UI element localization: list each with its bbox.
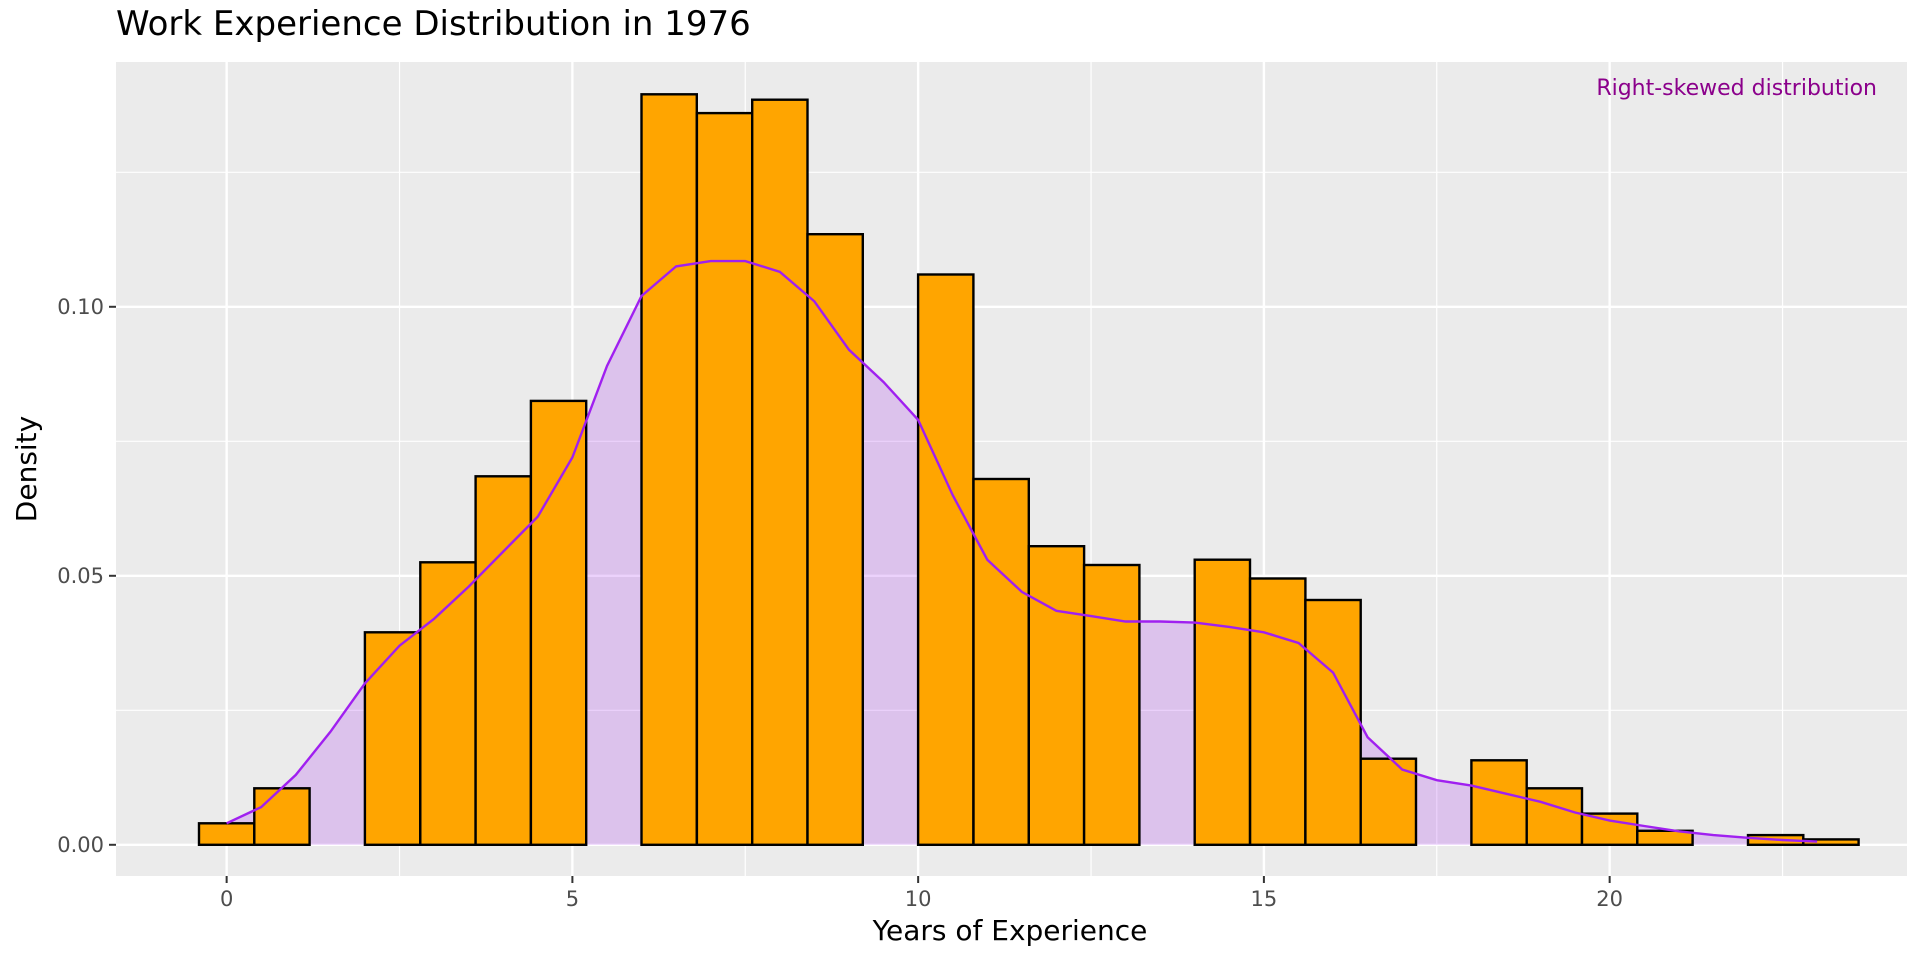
x-tick-label: 0 bbox=[220, 887, 233, 911]
histogram-bar bbox=[806, 232, 864, 846]
x-tick-label: 15 bbox=[1251, 887, 1278, 911]
x-axis: 0 5 10 15 20 bbox=[220, 876, 1623, 911]
density-curve bbox=[226, 259, 1818, 843]
histogram-bar bbox=[751, 98, 809, 846]
histogram-bar bbox=[916, 273, 975, 846]
y-tick-label: 0.00 bbox=[57, 833, 104, 857]
y-tick-label: 0.05 bbox=[57, 564, 104, 588]
histogram-bar bbox=[1027, 545, 1086, 847]
histogram-bar bbox=[695, 111, 754, 847]
histogram-bar bbox=[529, 399, 588, 846]
annotation-label: Right-skewed distribution bbox=[1596, 76, 1877, 101]
density-line-layer bbox=[226, 259, 1818, 843]
chart-title: Work Experience Distribution in 1976 bbox=[116, 4, 751, 44]
histogram-bar bbox=[474, 475, 533, 846]
y-tick-label: 0.10 bbox=[57, 295, 104, 319]
histogram-bar bbox=[1082, 563, 1141, 846]
y-axis: 0.00 0.05 0.10 bbox=[57, 295, 116, 857]
x-tick-label: 20 bbox=[1596, 887, 1623, 911]
histogram-bar bbox=[972, 477, 1030, 846]
histogram-bar bbox=[1580, 812, 1639, 846]
histogram-bar bbox=[1193, 558, 1252, 847]
histogram-bar bbox=[1470, 759, 1528, 846]
histogram-bar bbox=[1304, 598, 1362, 847]
x-tick-label: 10 bbox=[905, 887, 932, 911]
density-area bbox=[226, 261, 1818, 845]
histogram-bar bbox=[1525, 787, 1584, 846]
histogram-bar bbox=[197, 822, 256, 846]
histogram-bar bbox=[1248, 577, 1307, 846]
x-axis-title: Years of Experience bbox=[872, 914, 1148, 947]
y-axis-title: Density bbox=[10, 416, 43, 522]
x-tick-label: 5 bbox=[566, 887, 579, 911]
histogram-bar bbox=[253, 787, 311, 846]
density-area-layer bbox=[226, 261, 1818, 845]
histogram-bars bbox=[197, 93, 1860, 847]
histogram-bar bbox=[1636, 829, 1694, 846]
histogram-bar bbox=[640, 93, 698, 847]
histogram-bar bbox=[1359, 757, 1418, 847]
histogram-bar bbox=[363, 631, 422, 846]
